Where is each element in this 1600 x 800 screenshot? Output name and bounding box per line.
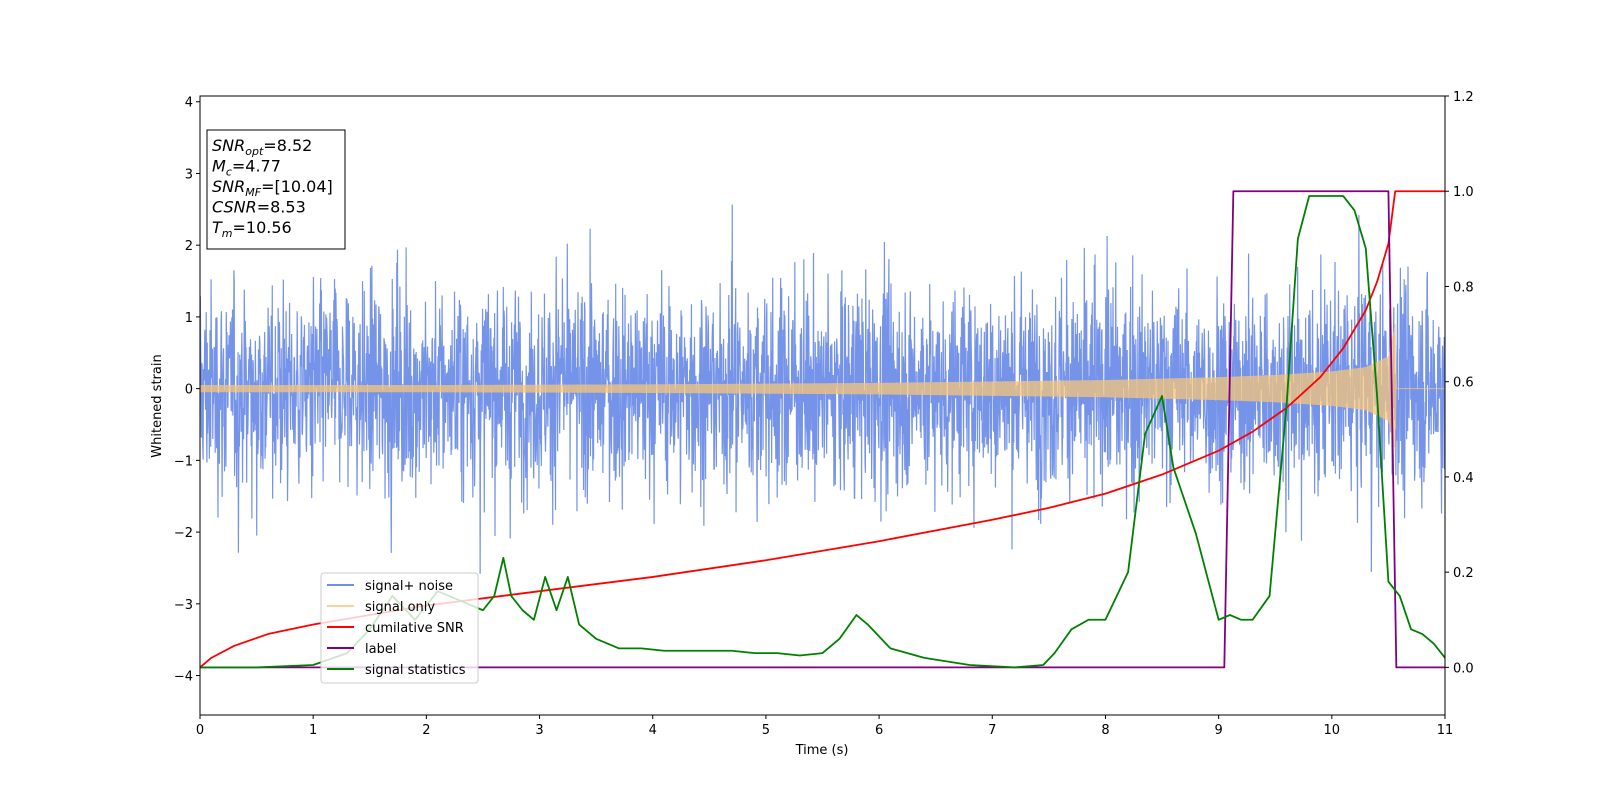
y-tick-label: −4 — [174, 670, 193, 685]
legend-label: signal statistics — [365, 663, 466, 678]
x-tick-label: 11 — [1437, 723, 1454, 738]
y-tick-label: 0 — [185, 383, 193, 398]
legend-label: cumilative SNR — [365, 621, 464, 636]
series-signal-statistics-line — [200, 195, 1445, 669]
legend-items: signal+ noise signal only cumilative SNR la… — [327, 579, 466, 678]
y-tick-label: 3 — [185, 167, 193, 182]
legend-item-signal-statistics: signal statistics — [327, 663, 466, 678]
legend: signal+ noise signal only cumilative SNR la… — [320, 572, 479, 684]
annotation-line: Mc=4.77 — [212, 157, 281, 179]
annotation-line: CSNR=8.53 — [212, 198, 306, 217]
axes-frame — [199, 95, 1446, 716]
annotation-line: SNRMF=[10.04] — [212, 177, 333, 199]
y-axis-title: Whitened strain — [150, 354, 165, 457]
series-label-line — [200, 190, 1445, 669]
x-axis-title: Time (s) — [795, 743, 849, 758]
x-axis: 0 1 2 3 4 5 6 7 8 9 10 11 — [196, 715, 1453, 738]
y2-tick-label: 0.6 — [1453, 376, 1474, 391]
y-tick-label: −1 — [174, 454, 193, 469]
x-tick-label: 6 — [875, 723, 883, 738]
x-tick-label: 1 — [309, 723, 317, 738]
annotation-lines: SNRopt=8.52Mc=4.77SNRMF=[10.04]CSNR=8.53… — [212, 136, 333, 240]
annotation-line: SNRopt=8.52 — [212, 136, 312, 158]
y-tick-label: −3 — [174, 598, 193, 613]
legend-item-signal-noise: signal+ noise — [327, 579, 453, 594]
y-tick-label: −2 — [174, 526, 193, 541]
annotation-line: Tm=10.56 — [212, 218, 292, 240]
legend-frame — [320, 572, 479, 684]
annotation-frame — [206, 129, 346, 250]
x-tick-label: 4 — [649, 723, 657, 738]
y-tick-label: 1 — [185, 311, 193, 326]
y2-tick-label: 0.0 — [1453, 661, 1474, 676]
x-tick-label: 9 — [1214, 723, 1222, 738]
legend-label: signal only — [365, 600, 435, 615]
y2-tick-label: 1.2 — [1453, 90, 1474, 105]
y2-tick-label: 1.0 — [1453, 185, 1474, 200]
y-axis-left: −4 −3 −2 −1 0 1 2 3 4 — [174, 96, 200, 685]
y-tick-label: 2 — [185, 239, 193, 254]
x-tick-label: 0 — [196, 723, 204, 738]
x-tick-label: 3 — [535, 723, 543, 738]
series-layer — [200, 190, 1445, 669]
y2-tick-label: 0.4 — [1453, 471, 1474, 486]
annotation-box: SNRopt=8.52Mc=4.77SNRMF=[10.04]CSNR=8.53… — [206, 129, 346, 250]
legend-label: signal+ noise — [365, 579, 453, 594]
y2-tick-label: 0.2 — [1453, 566, 1474, 581]
x-tick-label: 2 — [422, 723, 430, 738]
y-tick-label: 4 — [185, 96, 193, 111]
x-tick-label: 8 — [1101, 723, 1109, 738]
x-tick-label: 10 — [1324, 723, 1341, 738]
series-signal-only-line — [200, 324, 1445, 452]
plot-area — [199, 95, 1446, 716]
x-tick-label: 5 — [762, 723, 770, 738]
legend-item-label: label — [327, 642, 396, 657]
y-axis-right: 0.0 0.2 0.4 0.6 0.8 1.0 1.2 — [1445, 90, 1474, 676]
legend-item-cumulative-snr: cumilative SNR — [327, 621, 464, 636]
legend-item-signal-only: signal only — [327, 600, 435, 615]
y2-tick-label: 0.8 — [1453, 280, 1474, 295]
series-cumulative-snr-line — [200, 190, 1445, 669]
x-tick-label: 7 — [988, 723, 996, 738]
legend-label: label — [365, 642, 396, 657]
